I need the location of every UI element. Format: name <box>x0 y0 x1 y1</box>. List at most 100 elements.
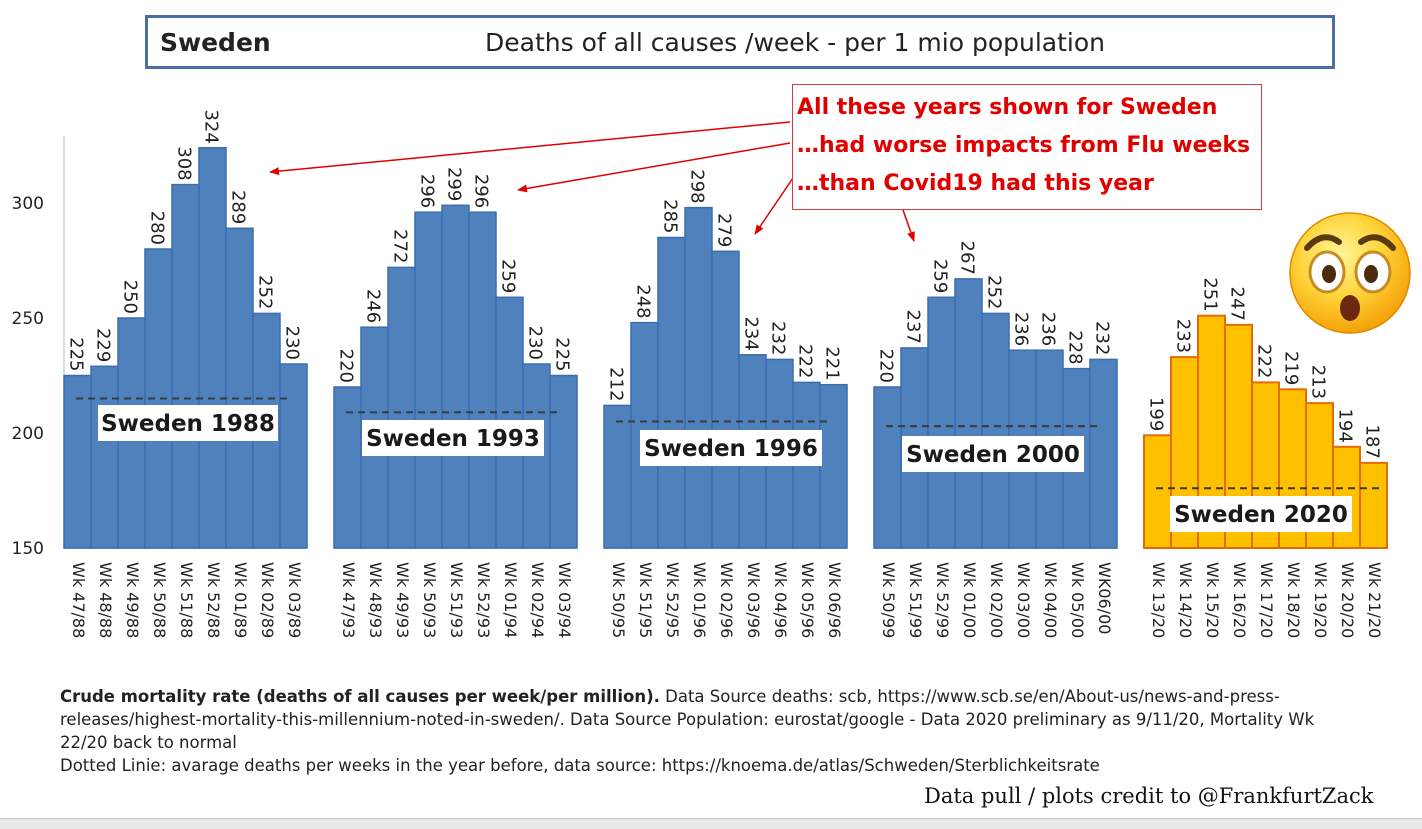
x-tick-label: Wk 02/00 <box>987 562 1006 638</box>
x-tick-label: Wk 01/00 <box>960 562 979 638</box>
bar <box>171 183 200 549</box>
bar <box>279 363 308 549</box>
x-tick-label: Wk 18/20 <box>1284 562 1303 638</box>
data-label: 187 <box>1362 425 1383 459</box>
callout-arrows <box>269 121 915 242</box>
x-tick-label: WK06/00 <box>1095 562 1114 634</box>
data-label: 296 <box>471 174 492 208</box>
data-label: 232 <box>768 321 789 355</box>
x-tick-label: Wk 02/96 <box>717 562 736 638</box>
x-tick-label: Wk 17/20 <box>1257 562 1276 638</box>
bar <box>549 374 578 549</box>
data-label: 267 <box>957 241 978 275</box>
y-tick-label: 300 <box>12 194 44 214</box>
x-tick-label: Wk 49/93 <box>393 562 412 638</box>
bar <box>90 365 119 549</box>
data-label: 220 <box>876 349 897 383</box>
group-label: Sweden 1996 <box>644 436 818 462</box>
data-label: 280 <box>147 211 168 245</box>
x-tick-label: Wk 48/93 <box>366 562 385 638</box>
callout-line: …than Covid19 had this year <box>797 171 1154 196</box>
data-label: 233 <box>1173 319 1194 353</box>
x-tick-label: Wk 50/95 <box>609 562 628 638</box>
chart-title-country: Sweden <box>160 28 271 57</box>
group-label-box <box>1170 496 1352 532</box>
bar <box>981 312 1010 549</box>
data-label: 250 <box>120 280 141 314</box>
data-label: 230 <box>282 326 303 360</box>
data-label: 225 <box>552 337 573 371</box>
x-tick-label: Wk 49/88 <box>123 562 142 638</box>
x-tick-label: Wk 52/95 <box>663 562 682 638</box>
x-tick-label: Wk 13/20 <box>1149 562 1168 638</box>
x-tick-label: Wk 03/94 <box>555 562 574 638</box>
group-label-box <box>640 430 822 466</box>
bar <box>927 296 956 549</box>
data-label: 259 <box>498 259 519 293</box>
data-label: 289 <box>228 190 249 224</box>
data-label: 221 <box>822 346 843 380</box>
x-tick-label: Wk 52/88 <box>204 562 223 638</box>
data-label: 222 <box>795 344 816 378</box>
callout-arrow <box>754 177 794 235</box>
data-label: 232 <box>1092 321 1113 355</box>
x-tick-label: Wk 02/89 <box>258 562 277 638</box>
x-tick-label: Wk 04/00 <box>1041 562 1060 638</box>
x-tick-label: Wk 19/20 <box>1311 562 1330 638</box>
data-label: 296 <box>417 174 438 208</box>
bar <box>711 250 740 549</box>
x-tick-label: Wk 20/20 <box>1338 562 1357 638</box>
data-label: 222 <box>1254 344 1275 378</box>
bar <box>225 227 254 549</box>
x-tick-label: Wk 47/93 <box>339 562 358 638</box>
x-tick-label: Wk 05/96 <box>798 562 817 638</box>
x-tick-label: Wk 16/20 <box>1230 562 1249 638</box>
data-label: 324 <box>201 109 222 143</box>
bar <box>1359 461 1388 549</box>
title-box: Sweden Deaths of all causes /week - per … <box>145 15 1335 69</box>
x-tick-label: Wk 52/99 <box>933 562 952 638</box>
x-tick-label: Wk 47/88 <box>69 562 88 638</box>
callout-box: All these years shown for Sweden …had wo… <box>792 84 1262 210</box>
data-label: 279 <box>714 213 735 247</box>
data-label: 225 <box>66 337 87 371</box>
bar <box>603 404 632 549</box>
data-label: 228 <box>1065 330 1086 364</box>
x-tick-label: Wk 51/99 <box>906 562 925 638</box>
data-label: 251 <box>1200 277 1221 311</box>
data-label: 213 <box>1308 365 1329 399</box>
bar <box>819 383 848 549</box>
callout-arrow <box>902 209 915 242</box>
x-tick-label: Wk 50/99 <box>879 562 898 638</box>
data-label: 236 <box>1038 312 1059 346</box>
data-label: 237 <box>903 310 924 344</box>
data-label: 308 <box>174 146 195 180</box>
x-tick-label: Wk 14/20 <box>1176 562 1195 638</box>
data-label: 229 <box>93 328 114 362</box>
bar <box>441 204 470 549</box>
x-tick-label: Wk 01/94 <box>501 562 520 638</box>
x-tick-label: Wk 50/88 <box>150 562 169 638</box>
bar <box>1143 434 1172 549</box>
callout-line: …had worse impacts from Flu weeks <box>797 133 1251 158</box>
bar <box>468 211 497 549</box>
x-tick-label: Wk 01/96 <box>690 562 709 638</box>
bottom-bar <box>0 818 1422 829</box>
x-tick-label: Wk 03/96 <box>744 562 763 638</box>
data-label: 298 <box>687 169 708 203</box>
data-label: 299 <box>444 167 465 201</box>
y-tick-label: 250 <box>12 309 44 329</box>
data-label: 246 <box>363 289 384 323</box>
bar <box>1089 358 1118 549</box>
x-tick-label: Wk 15/20 <box>1203 562 1222 638</box>
data-label: 199 <box>1146 397 1167 431</box>
y-tick-label: 150 <box>12 539 44 559</box>
chart-title: Deaths of all causes /week - per 1 mio p… <box>485 28 1105 57</box>
credit-text: Data pull / plots credit to @FrankfurtZa… <box>924 784 1374 808</box>
data-label: 252 <box>984 275 1005 309</box>
footer-source-text: Data Source deaths: scb, https://www.scb… <box>60 687 1315 752</box>
data-label: 272 <box>390 229 411 263</box>
group-label: Sweden 1988 <box>101 411 275 437</box>
astonished-face-icon <box>1289 212 1411 334</box>
bar <box>657 236 686 549</box>
